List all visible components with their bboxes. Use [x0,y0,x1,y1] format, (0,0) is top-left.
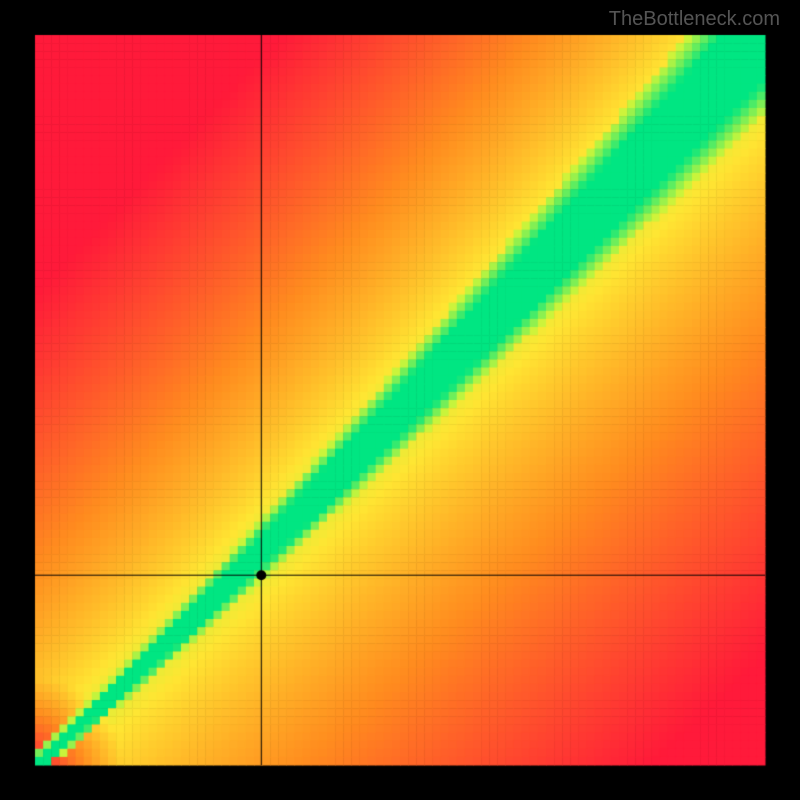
watermark-text: TheBottleneck.com [609,8,780,31]
bottleneck-heatmap [0,0,800,800]
chart-container: TheBottleneck.com [0,0,800,800]
